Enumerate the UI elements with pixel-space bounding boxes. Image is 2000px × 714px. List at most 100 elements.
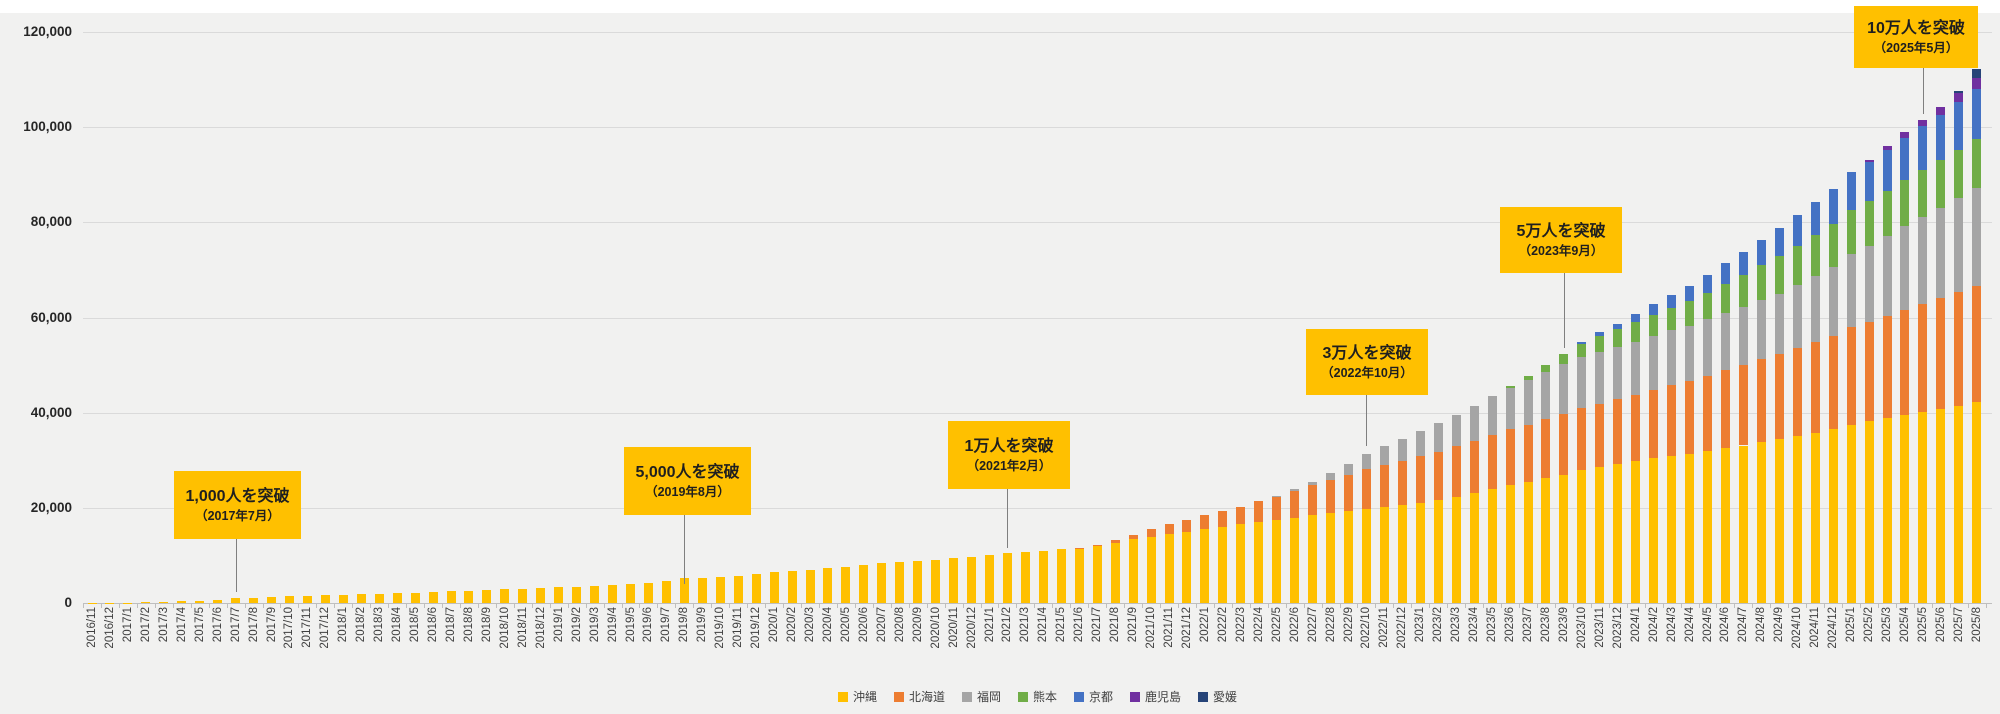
bar-segment	[1326, 512, 1336, 603]
axis-tick	[1608, 604, 1610, 608]
x-axis-label: 2017/11	[301, 607, 314, 648]
bar-segment	[1882, 190, 1892, 236]
x-axis-label: 2021/12	[1180, 607, 1193, 649]
axis-tick	[1339, 604, 1341, 608]
bar-segment	[859, 565, 869, 603]
callout-leader-line	[684, 515, 686, 584]
axis-tick	[1554, 604, 1556, 608]
bar-segment	[1613, 347, 1623, 400]
bar-segment	[1810, 341, 1820, 433]
x-axis-label: 2019/2	[570, 607, 583, 643]
x-axis-label: 2024/3	[1665, 607, 1678, 643]
bar-segment	[1559, 354, 1569, 365]
bar-segment	[1774, 255, 1784, 294]
axis-tick	[334, 604, 336, 608]
bar-segment	[1918, 170, 1928, 217]
x-axis-label: 2023/8	[1539, 607, 1552, 643]
bar-segment	[1756, 300, 1766, 360]
x-axis-label: 2022/2	[1216, 607, 1229, 643]
bar-segment	[1846, 172, 1856, 211]
bar-segment	[1972, 402, 1982, 603]
bar-segment	[1146, 536, 1156, 603]
legend-label: 福岡	[976, 690, 1001, 704]
bar-segment	[1864, 160, 1874, 162]
bar-segment	[1685, 380, 1695, 455]
bar-segment	[1397, 505, 1407, 603]
axis-tick	[890, 604, 892, 608]
axis-tick	[1716, 604, 1718, 608]
x-axis-label: 2021/10	[1145, 607, 1158, 649]
bar-segment	[1595, 466, 1605, 603]
axis-tick	[1052, 604, 1054, 608]
x-axis-label: 2019/4	[606, 607, 619, 643]
x-axis-label: 2024/5	[1701, 607, 1714, 643]
bar-segment	[1954, 92, 1964, 103]
axis-tick	[1447, 604, 1449, 608]
bar-segment	[1379, 465, 1389, 508]
milestone-callout: 10万人を突破 （2025年5月）	[1854, 6, 1978, 68]
axis-tick	[1285, 604, 1287, 608]
bar-segment	[1936, 207, 1946, 299]
bar-segment	[1200, 515, 1210, 530]
bar-segment	[1469, 493, 1479, 603]
axis-tick	[1160, 604, 1162, 608]
legend-swatch	[893, 691, 904, 702]
bar-segment	[1828, 224, 1838, 267]
axis-tick	[1680, 604, 1682, 608]
legend-item: 北海道	[893, 688, 945, 705]
x-axis-label: 2024/11	[1809, 607, 1822, 648]
axis-tick	[531, 604, 533, 608]
bar-segment	[1110, 542, 1120, 603]
x-axis-label: 2017/12	[319, 607, 332, 649]
milestone-callout: 1万人を突破 （2021年2月）	[948, 421, 1070, 489]
axis-tick	[190, 604, 192, 608]
bar-segment	[1918, 119, 1928, 127]
x-axis-label: 2020/11	[947, 607, 960, 648]
bar-segment	[1487, 435, 1497, 490]
axis-tick	[980, 604, 982, 608]
bar-segment	[1720, 283, 1730, 314]
x-axis-label: 2023/2	[1432, 607, 1445, 643]
bar-segment	[1846, 424, 1856, 603]
bar-segment	[1272, 496, 1282, 521]
x-axis-label: 2024/4	[1683, 607, 1696, 643]
bar-segment	[1900, 226, 1910, 310]
bar-segment	[1415, 431, 1425, 457]
x-axis-label: 2021/3	[1019, 607, 1032, 643]
legend-item: 福岡	[961, 688, 1001, 705]
bar-segment	[500, 589, 510, 603]
bar-segment	[231, 598, 241, 603]
bar-segment	[1649, 314, 1659, 336]
bar-segment	[1074, 547, 1084, 549]
x-axis-label: 2022/1	[1198, 607, 1211, 643]
bar-segment	[1361, 469, 1371, 510]
x-axis-label: 2020/1	[768, 607, 781, 643]
bar-segment	[1756, 239, 1766, 266]
bar-segment	[1344, 475, 1353, 512]
bar-segment	[1631, 395, 1641, 462]
legend-swatch	[1130, 691, 1141, 702]
axis-tick	[603, 604, 605, 608]
x-axis-label: 2023/10	[1575, 607, 1588, 649]
axis-tick	[1303, 604, 1305, 608]
bar-segment	[769, 572, 779, 603]
milestone-title: 5万人を突破	[1516, 223, 1606, 241]
x-axis-label: 2017/5	[193, 607, 206, 643]
bar-segment	[1541, 478, 1551, 603]
milestone-title: 1,000人を突破	[185, 488, 290, 506]
bar-segment	[1900, 137, 1910, 181]
bar-segment	[302, 595, 312, 603]
x-axis-label: 2025/7	[1952, 607, 1965, 643]
bar-segment	[1541, 371, 1551, 420]
bar-segment	[1236, 524, 1246, 603]
x-axis-label: 2017/10	[283, 607, 296, 649]
x-axis-label: 2024/2	[1647, 607, 1660, 643]
axis-tick	[926, 604, 928, 608]
bar-segment	[1900, 309, 1910, 416]
legend-label: 熊本	[1032, 690, 1057, 704]
bar-segment	[1326, 472, 1336, 480]
x-axis-label: 2019/6	[642, 607, 655, 643]
bar-segment	[626, 584, 635, 603]
bar-segment	[1218, 527, 1228, 603]
axis-tick	[621, 604, 623, 608]
